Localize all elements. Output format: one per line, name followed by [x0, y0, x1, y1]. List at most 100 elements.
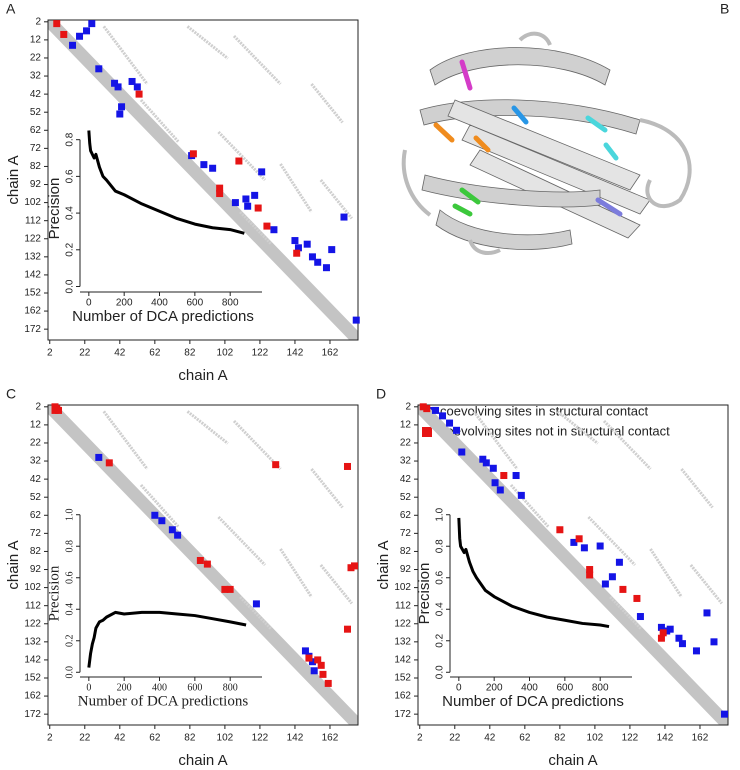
prediction — [308, 253, 316, 261]
prediction — [479, 455, 487, 463]
x-tick-label: 62 — [149, 348, 161, 359]
y-axis-title: chain A — [5, 155, 22, 204]
y-tick-label: 142 — [24, 270, 41, 281]
native-contact — [217, 515, 267, 567]
residue — [511, 105, 529, 125]
y-tick-label: 82 — [400, 546, 412, 557]
x-tick-label: 122 — [622, 733, 639, 744]
prediction — [203, 560, 211, 568]
prediction — [168, 526, 176, 534]
y-tick-label: 12 — [30, 35, 42, 46]
x-tick-label: 600 — [187, 682, 202, 693]
prediction — [258, 168, 266, 176]
prediction — [586, 566, 594, 574]
prediction — [133, 83, 141, 91]
y-tick-label: 72 — [30, 528, 42, 539]
prediction — [111, 79, 119, 87]
prediction — [114, 83, 122, 91]
legend-label: coevolving sites not in structural conta… — [440, 423, 670, 438]
y-tick-label: 0.2 — [65, 242, 76, 256]
prediction — [118, 103, 126, 111]
y-tick-label: 132 — [394, 636, 411, 647]
native-contact — [232, 34, 282, 86]
x-tick-label: 42 — [484, 733, 496, 744]
x-tick-label: 102 — [217, 348, 234, 359]
y-tick-label: 92 — [30, 564, 42, 575]
y-tick-label: 172 — [24, 709, 41, 720]
x-tick-label: 200 — [486, 683, 503, 694]
prediction — [556, 526, 564, 534]
native-contact — [680, 468, 714, 509]
residue — [452, 203, 473, 217]
prediction — [439, 412, 447, 420]
y-tick-label: 0.4 — [65, 206, 76, 220]
y-tick-label: 92 — [30, 179, 42, 190]
y-tick-label: 62 — [30, 510, 42, 521]
x-tick-label: 800 — [223, 682, 238, 693]
x-tick-label: 142 — [657, 733, 674, 744]
prediction — [216, 184, 224, 192]
y-tick-label: 72 — [400, 528, 412, 539]
y-tick-label: 102 — [24, 582, 41, 593]
prediction — [517, 491, 525, 499]
map-frame — [47, 19, 359, 341]
y-tick-label: 22 — [30, 53, 42, 64]
y-tick-label: 82 — [30, 546, 42, 557]
y-tick-label: 0.2 — [435, 633, 446, 647]
x-axis-title: Number of DCA predictions — [78, 693, 249, 709]
native-contact — [649, 548, 683, 598]
precision-curve — [87, 130, 245, 235]
prediction — [305, 654, 313, 662]
prediction — [83, 27, 91, 35]
prediction — [251, 191, 259, 199]
y-axis-title: Precision — [46, 178, 63, 240]
prediction — [200, 161, 208, 169]
prediction — [636, 613, 644, 621]
x-tick-label: 400 — [521, 683, 538, 694]
prediction — [491, 479, 499, 487]
native-contact — [186, 25, 229, 60]
native-contact — [102, 410, 149, 470]
y-tick-label: 0.2 — [64, 635, 75, 648]
legend-swatch — [422, 427, 432, 437]
x-axis-title: Number of DCA predictions — [442, 693, 624, 710]
prediction — [675, 634, 683, 642]
prediction — [328, 246, 336, 254]
y-tick-label: 62 — [400, 510, 412, 521]
native-contact — [239, 210, 273, 246]
prediction — [663, 627, 671, 635]
residue — [459, 59, 473, 91]
prediction — [105, 459, 113, 467]
panel: 2 22 42 62 82 102 122 142 1622122232425262728292… — [5, 1, 360, 384]
y-tick-label: 0.8 — [64, 540, 75, 553]
y-tick-label: 32 — [400, 456, 412, 467]
prediction — [221, 585, 229, 593]
prediction — [95, 453, 103, 461]
native-contact — [232, 419, 282, 471]
residue-sticks — [433, 59, 623, 217]
map-frame — [47, 404, 359, 726]
y-tick-label: 152 — [24, 673, 41, 684]
prediction — [575, 535, 583, 543]
x-tick-label: 42 — [114, 733, 126, 744]
native-contact — [279, 548, 313, 598]
y-tick-label: 0.0 — [65, 279, 76, 293]
x-tick-label: 800 — [592, 683, 609, 694]
y-axis-title: Precision — [46, 565, 62, 621]
prediction — [76, 32, 84, 40]
residue — [473, 135, 491, 153]
panel-label: D — [376, 386, 386, 402]
prediction — [482, 459, 490, 467]
x-tick-label: 200 — [116, 298, 133, 309]
native-contact — [472, 410, 519, 470]
prediction — [500, 472, 508, 480]
prediction — [703, 609, 711, 617]
native-contact — [319, 564, 353, 605]
prediction — [496, 486, 504, 494]
x-tick-label: 600 — [187, 298, 204, 309]
y-tick-label: 162 — [394, 691, 411, 702]
x-tick-label: 162 — [322, 348, 339, 359]
